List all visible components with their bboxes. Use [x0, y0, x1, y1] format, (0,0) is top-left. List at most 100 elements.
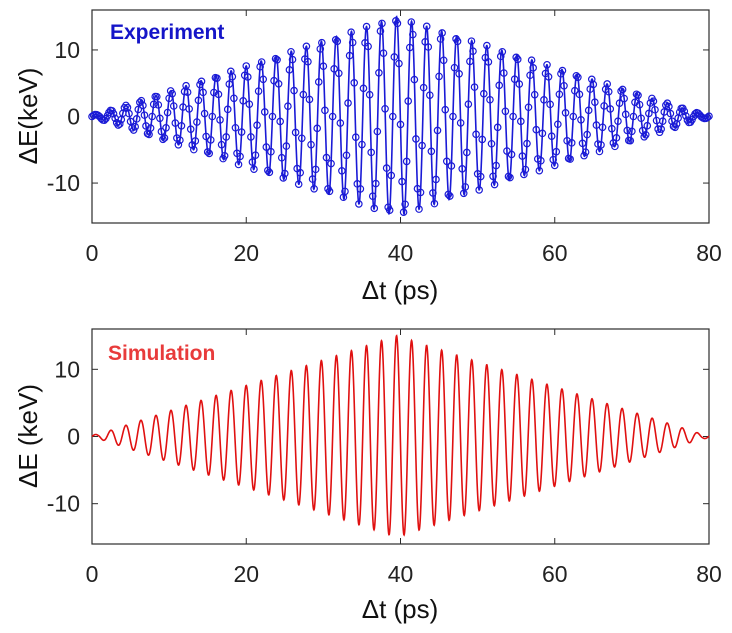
data-point — [321, 106, 329, 115]
data-point — [419, 83, 428, 92]
data-point — [584, 106, 593, 115]
data-point — [598, 123, 607, 132]
data-point — [122, 101, 130, 110]
data-point — [587, 75, 596, 84]
data-point — [143, 129, 152, 138]
data-point — [404, 97, 413, 105]
data-point — [401, 200, 409, 209]
data-point — [319, 62, 328, 71]
data-point — [185, 105, 193, 113]
data-point — [547, 132, 556, 141]
data-point — [410, 75, 419, 84]
data-point — [149, 100, 158, 109]
data-point — [256, 62, 264, 71]
data-point — [483, 41, 491, 50]
data-point — [206, 136, 215, 144]
data-point — [623, 126, 632, 135]
data-point — [262, 143, 271, 151]
data-point — [479, 89, 488, 98]
data-point — [268, 112, 277, 121]
data-point — [705, 112, 713, 120]
data-point — [338, 167, 346, 175]
data-point — [277, 153, 286, 162]
data-point — [351, 133, 360, 141]
data-point — [538, 129, 547, 138]
data-point — [461, 183, 470, 191]
data-point — [190, 145, 198, 154]
data-point — [629, 112, 638, 121]
data-point — [344, 99, 352, 107]
y-tick-label: 0 — [67, 424, 80, 450]
data-point — [139, 101, 147, 110]
data-point — [399, 208, 408, 216]
data-point — [612, 134, 621, 142]
data-point — [430, 199, 439, 208]
data-point — [193, 118, 201, 126]
data-point — [476, 172, 485, 181]
data-point — [493, 123, 502, 132]
y-tick-label: -10 — [47, 170, 80, 196]
data-point — [405, 43, 414, 52]
data-point — [162, 123, 170, 132]
x-tick-label: 0 — [86, 240, 99, 266]
data-point — [239, 97, 247, 105]
data-point — [382, 164, 391, 172]
data-point — [422, 22, 431, 31]
data-point — [253, 121, 261, 129]
data-point — [331, 35, 340, 44]
data-point — [537, 156, 545, 165]
data-point — [131, 122, 139, 131]
data-point — [432, 175, 440, 184]
data-point — [546, 100, 554, 109]
data-point — [325, 187, 334, 196]
data-point — [606, 105, 615, 113]
data-point — [438, 29, 446, 37]
data-layer — [91, 334, 710, 537]
data-point — [152, 92, 161, 101]
data-point — [424, 43, 433, 51]
data-point — [657, 125, 665, 133]
data-point — [500, 69, 508, 77]
data-point — [535, 166, 544, 175]
data-point — [501, 107, 510, 116]
data-point — [318, 38, 326, 47]
data-point — [174, 140, 183, 149]
x-tick-label: 20 — [233, 561, 259, 587]
data-point — [222, 133, 231, 141]
data-point — [156, 114, 164, 123]
data-point — [393, 19, 402, 28]
data-point — [257, 58, 266, 66]
data-point — [472, 130, 480, 139]
data-point — [264, 166, 272, 175]
data-point — [176, 136, 184, 145]
data-point — [247, 133, 255, 141]
data-point — [345, 51, 354, 60]
data-point — [527, 56, 536, 65]
data-point — [341, 187, 349, 196]
y-axis-label: ΔE (keV) — [13, 384, 43, 488]
data-point — [242, 62, 251, 70]
data-point — [529, 64, 537, 72]
data-point — [608, 124, 616, 133]
data-point — [362, 22, 371, 31]
data-point — [327, 159, 335, 168]
data-point — [523, 139, 531, 148]
data-point — [569, 112, 578, 121]
data-point — [555, 90, 564, 99]
data-point — [395, 59, 403, 68]
data-point — [282, 142, 291, 150]
data-point — [208, 112, 217, 121]
data-point — [453, 37, 462, 46]
data-point — [251, 151, 260, 159]
data-point — [213, 74, 221, 83]
chart-title: Simulation — [108, 342, 215, 365]
y-axis-label: ΔE(keV) — [13, 68, 43, 165]
data-point — [287, 47, 295, 56]
data-point — [216, 116, 224, 124]
data-point — [381, 104, 389, 113]
data-point — [615, 99, 624, 108]
data-point — [294, 180, 303, 188]
data-point — [637, 114, 645, 123]
data-point — [313, 124, 322, 133]
